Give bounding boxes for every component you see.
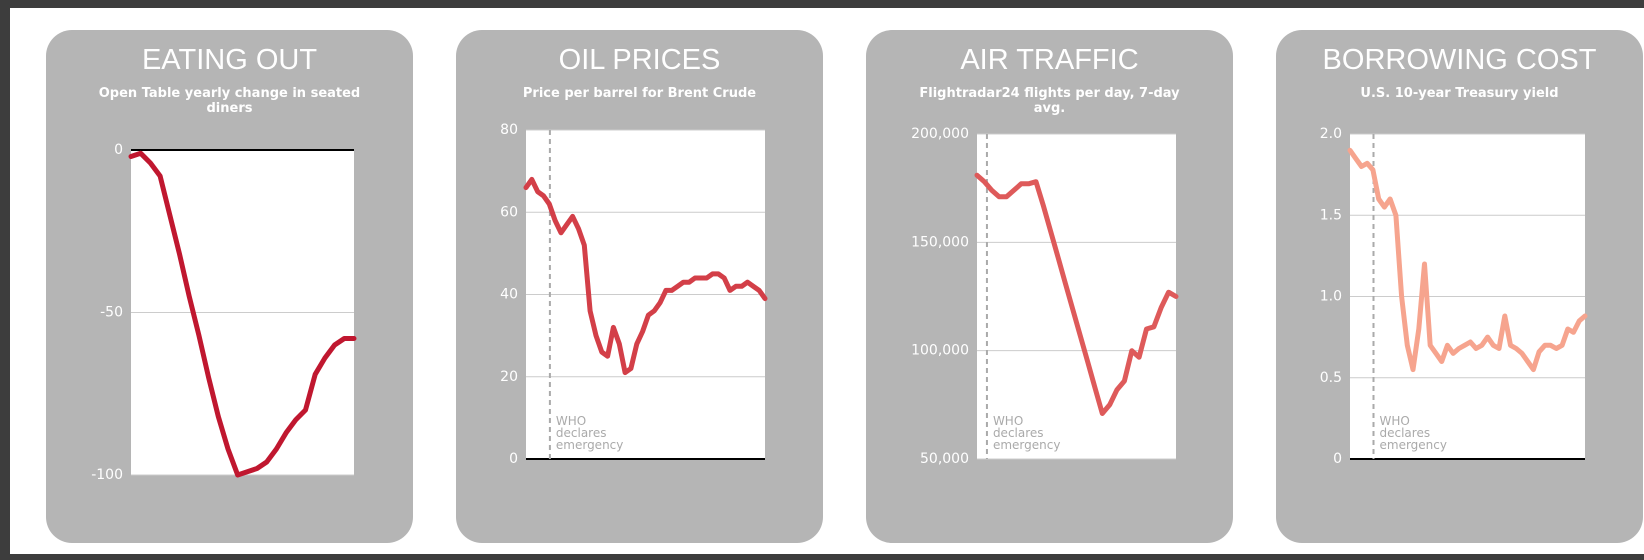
y-tick-label: -50 [100,305,123,321]
chart: 50,000 100,000 150,000 200,000 [911,126,1179,467]
y-tick-label: 60 [500,204,518,220]
chart-subtitle: Price per barrel for Brent Crude [522,86,757,101]
y-tick-label: 150,000 [911,234,969,250]
chart-title: BORROWING COST [1322,44,1597,76]
y-tick-label: 50,000 [920,451,969,467]
annotation: WHO declares emergency [992,414,1061,452]
y-tick-label: 0 [1333,451,1342,467]
data-line [523,176,768,376]
chart: 0 0.5 1.0 1.5 2.0 [1320,126,1588,467]
y-tick-label: 0 [114,142,123,158]
y-tick-label: 40 [500,287,518,303]
y-tick-label: 200,000 [911,126,969,142]
chart-title: AIR TRAFFIC [960,44,1139,76]
annotation: WHO declares emergency [1379,414,1447,452]
y-tick-label: 1.5 [1320,207,1342,223]
chart-title: EATING OUT [141,44,318,76]
chart-title: OIL PRICES [558,44,721,76]
y-tick-label: 2.0 [1320,126,1342,142]
y-tick-label: 100,000 [911,343,969,359]
y-tick-label: 20 [500,369,518,385]
chart-panel: OIL PRICES Price per barrel for Brent Cru… [456,30,823,543]
chart-subtitle: Flightradar24 flights per day, 7-day avg… [919,86,1180,116]
y-tick-label: 1.0 [1320,289,1342,305]
chart-subtitle: Open Table yearly change in seated diner… [98,86,361,116]
y-tick-label: 80 [500,122,518,138]
chart-subtitle: U.S. 10-year Treasury yield [1360,86,1559,101]
data-line [128,150,357,478]
chart: 0 20 40 60 80 [500,122,768,467]
chart-panel: EATING OUT Open Table yearly change in se… [46,30,413,543]
data-line [1347,147,1588,373]
plot-area [977,134,1176,459]
chart-panel: BORROWING COST U.S. 10-year Treasury yiel… [1276,30,1643,543]
y-tick-label: 0.5 [1320,370,1342,386]
chart: 0 -50 -100 [91,142,357,483]
chart-panel: AIR TRAFFIC Flightradar24 flights per day… [866,30,1233,543]
y-tick-label: -100 [91,467,123,483]
y-tick-label: 0 [509,451,518,467]
data-line [974,172,1179,416]
annotation: WHO declares emergency [555,414,624,452]
dashboard: EATING OUT Open Table yearly change in se… [10,8,1644,554]
